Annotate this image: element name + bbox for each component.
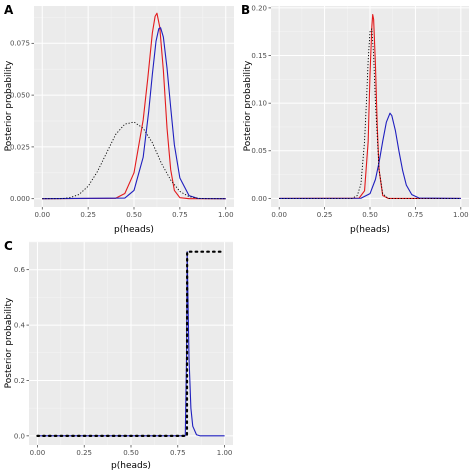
- panel-b-x-tick-label: 1.00: [453, 211, 469, 219]
- panel-a-series-red-line: [42, 12, 226, 200]
- panel-a-x-tick-label: 0.25: [80, 211, 96, 219]
- panel-c-y-tick-label: 0.2: [14, 377, 25, 385]
- panel-b-y-title: Posterior probability: [243, 60, 253, 151]
- panel-b-series-dotted-line: [279, 28, 461, 199]
- panel-b-x-tick-label: 0.25: [317, 211, 333, 219]
- panel-a-y-tick-label: 0.000: [10, 195, 30, 203]
- panel-b-x-title: p(heads): [350, 225, 390, 235]
- panel-c-letter: C: [4, 239, 13, 253]
- panel-b-x-tick-label: 0.00: [271, 211, 287, 219]
- panel-c-series: [36, 250, 226, 437]
- panel-b-y-tick-label: 0.15: [251, 52, 267, 60]
- panel-b-grid: [271, 6, 469, 207]
- panel-c-y-tick-label: 0.4: [14, 321, 26, 329]
- panel-a-y-title: Posterior probability: [4, 60, 14, 151]
- panel-b-y-tick-label: 0.00: [251, 195, 267, 203]
- panel-c: C 0.00 0.25 0.50 0.75 1.00 0.0 0.2 0.4 0.6 p(hea…: [4, 239, 233, 471]
- panel-a-x-tick-label: 0.75: [172, 211, 188, 219]
- panel-b-y-tick-label: 0.20: [251, 4, 267, 12]
- panel-a-x-tick-label: 0.00: [34, 211, 50, 219]
- panel-c-y-title: Posterior probability: [4, 297, 14, 388]
- panel-b-x-tick-label: 0.50: [362, 211, 378, 219]
- panel-a-ticks: 0.00 0.25 0.50 0.75 1.00 0.000 0.025 0.050 0.075: [10, 40, 234, 219]
- panel-b-y-tick-label: 0.05: [251, 147, 267, 155]
- panel-a-y-tick-label: 0.025: [10, 143, 30, 151]
- panel-a-letter: A: [4, 3, 14, 17]
- panel-c-x-tick-label: 1.00: [217, 449, 233, 457]
- panel-a-series-blue-line: [42, 27, 226, 200]
- panel-c-y-tick-label: 0.0: [14, 432, 25, 440]
- panel-c-y-tick-label: 0.6: [14, 266, 26, 274]
- panel-c-x-title: p(heads): [111, 461, 151, 471]
- panel-b-series-red-line: [279, 14, 461, 199]
- panel-a-x-tick-label: 0.50: [126, 211, 142, 219]
- panel-b: B 0.00 0.25 0.50 0.75 1.000.000.050.100.150.…: [241, 3, 469, 235]
- panel-a-x-title: p(heads): [114, 225, 154, 235]
- panel-c-x-tick-label: 0.00: [30, 449, 46, 457]
- panel-c-ticks: 0.00 0.25 0.50 0.75 1.00 0.0 0.2 0.4 0.6: [14, 266, 233, 457]
- panel-b-series: [279, 14, 461, 199]
- panel-b-x-tick-label: 0.75: [408, 211, 424, 219]
- panel-c-x-tick-label: 0.25: [76, 449, 92, 457]
- panel-b-ticks: 0.00 0.25 0.50 0.75 1.00 0.00 0.05 0.10 0.15 0.20: [251, 4, 468, 219]
- panel-b-letter: B: [241, 3, 250, 17]
- panel-b-series-blue-line: [279, 112, 461, 199]
- panel-a-series: [42, 12, 226, 200]
- panel-a: A 0.00 0.25 0.50 0.75 1.000.0000.0250.0500.0…: [4, 3, 234, 235]
- panel-b-y-tick-label: 0.10: [251, 100, 267, 108]
- panel-c-x-tick-label: 0.50: [123, 449, 139, 457]
- panel-a-x-tick-label: 1.00: [218, 211, 234, 219]
- panel-a-y-tick-label: 0.075: [10, 40, 30, 48]
- panel-c-x-tick-label: 0.75: [170, 449, 186, 457]
- panel-a-y-tick-label: 0.050: [10, 92, 30, 100]
- panel-c-series-dotted-line: [36, 250, 226, 437]
